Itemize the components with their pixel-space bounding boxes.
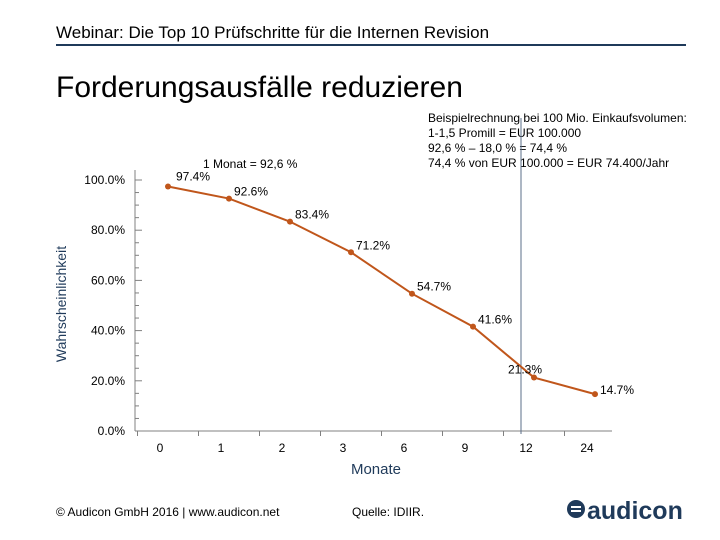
x-tick-label: 12 bbox=[519, 441, 533, 455]
y-tick-labels: 0.0% 20.0% 40.0% 60.0% 80.0% 100.0% bbox=[84, 173, 125, 438]
audicon-logo-icon bbox=[567, 500, 585, 518]
data-point bbox=[470, 323, 476, 330]
y-tick-label: 60.0% bbox=[91, 273, 125, 287]
data-point bbox=[226, 195, 232, 202]
data-point bbox=[409, 290, 415, 297]
data-label: 54.7% bbox=[417, 280, 451, 294]
data-label: 97.4% bbox=[176, 170, 210, 184]
data-labels: 97.4% 92.6% 83.4% 71.2% 54.7% 41.6% 21.3% 14.7% bbox=[176, 170, 634, 398]
data-label: 41.6% bbox=[478, 313, 512, 327]
x-tick-label: 3 bbox=[340, 441, 347, 455]
chart-axes bbox=[134, 170, 612, 436]
y-tick-label: 0.0% bbox=[98, 424, 126, 438]
y-tick-label: 40.0% bbox=[91, 324, 125, 338]
x-tick-label: 9 bbox=[462, 441, 469, 455]
footer-copyright: © Audicon GmbH 2016 | www.audicon.net bbox=[56, 505, 280, 519]
y-tick-label: 20.0% bbox=[91, 374, 125, 388]
slide-title: Forderungsausfälle reduzieren bbox=[56, 71, 463, 104]
y-tick-label: 80.0% bbox=[91, 223, 125, 237]
x-axis-label: Monate bbox=[351, 461, 401, 478]
header-divider bbox=[56, 44, 686, 46]
probability-series-line bbox=[167, 185, 596, 396]
data-points bbox=[165, 183, 598, 398]
x-tick-labels: 0 1 2 3 6 9 12 24 bbox=[157, 441, 594, 455]
audicon-wordmark: audicon bbox=[587, 497, 683, 525]
x-tick-label: 0 bbox=[157, 441, 164, 455]
footer-source: Quelle: IDIIR. bbox=[352, 505, 425, 519]
data-point bbox=[348, 249, 354, 256]
y-tick-label: 100.0% bbox=[84, 173, 125, 187]
data-label: 92.6% bbox=[234, 185, 268, 199]
x-tick-label: 24 bbox=[580, 441, 594, 455]
y-axis-label: Wahrscheinlichkeit bbox=[53, 246, 69, 362]
data-point bbox=[592, 391, 598, 398]
data-point bbox=[531, 374, 537, 381]
x-tick-label: 2 bbox=[279, 441, 286, 455]
header-title: Webinar: Die Top 10 Prüfschritte für die… bbox=[56, 23, 490, 42]
data-label: 83.4% bbox=[295, 208, 329, 222]
data-point bbox=[287, 218, 293, 225]
x-tick-label: 1 bbox=[218, 441, 225, 455]
x-tick-label: 6 bbox=[401, 441, 408, 455]
annotation-one-month: 1 Monat = 92,6 % bbox=[203, 157, 298, 171]
data-point bbox=[165, 183, 171, 190]
example-calculation-note: Beispielrechnung bei 100 Mio. Einkaufsvo… bbox=[428, 111, 687, 170]
data-label: 71.2% bbox=[356, 238, 390, 252]
data-label: 21.3% bbox=[508, 363, 542, 377]
data-label: 14.7% bbox=[600, 383, 634, 397]
